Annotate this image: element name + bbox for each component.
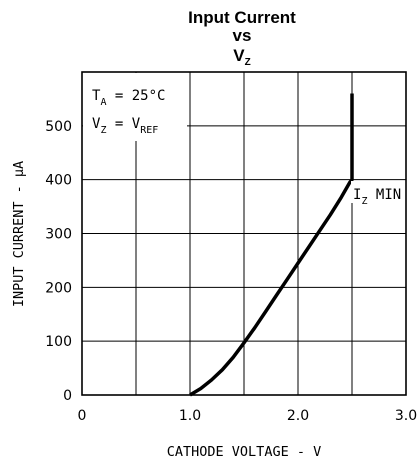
chart-title-vz-sub: Z <box>245 57 251 68</box>
chart-title-line3: VZ <box>233 46 250 68</box>
condition-vz-ref: REF <box>140 125 158 136</box>
annotation-iz-main: I <box>353 187 361 203</box>
chart-title-vz-main: V <box>233 46 245 65</box>
y-tick-label: 200 <box>45 280 72 296</box>
condition-ta-value: = 25°C <box>106 88 165 104</box>
series-line-input-current <box>189 93 354 397</box>
y-tick-label: 400 <box>45 173 72 189</box>
annotation-iz-min: IZ MIN <box>353 187 401 207</box>
condition-vz-eq: = V <box>106 116 140 132</box>
condition-vz-sub: Z <box>100 125 106 136</box>
x-tick-labels: 0 1.0 2.0 3.0 <box>78 408 418 424</box>
x-tick-label: 3.0 <box>395 408 417 424</box>
condition-vz-main: V <box>92 116 101 132</box>
y-tick-label: 500 <box>45 119 72 135</box>
condition-ta-main: T <box>92 88 101 104</box>
y-tick-label: 100 <box>45 334 72 350</box>
annotation-bg <box>351 181 405 203</box>
plot-frame <box>81 71 407 396</box>
y-axis-label: INPUT CURRENT - µA <box>11 161 27 307</box>
y-tick-label: 300 <box>45 227 72 243</box>
x-tick-label: 2.0 <box>287 408 309 424</box>
y-tick-labels: 0 100 200 300 400 500 <box>45 119 72 404</box>
x-tick-label: 0 <box>78 408 87 424</box>
x-tick-label: 1.0 <box>179 408 201 424</box>
annotation-iz-sub: Z <box>361 196 367 207</box>
conditions-box <box>83 73 187 141</box>
y-tick-label: 0 <box>63 388 72 404</box>
condition-ta-sub: A <box>100 97 106 108</box>
chart-title-line1: Input Current <box>188 8 296 27</box>
x-axis-label: CATHODE VOLTAGE - V <box>167 444 321 460</box>
condition-ta: TA = 25°C <box>92 88 165 108</box>
annotation-iz-rest: MIN <box>367 187 401 203</box>
chart-title-line2: vs <box>233 26 252 45</box>
condition-vz: VZ = VREF <box>92 116 158 136</box>
